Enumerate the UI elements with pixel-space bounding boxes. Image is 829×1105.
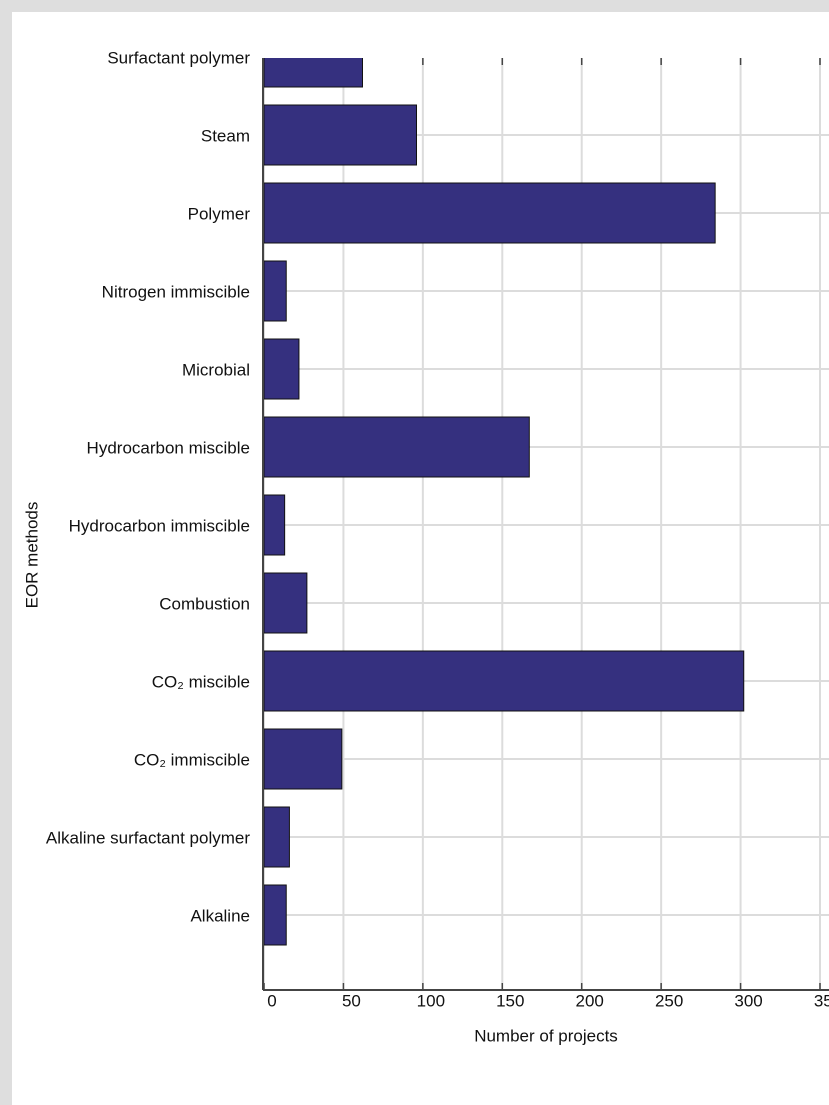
bar bbox=[263, 728, 343, 790]
bar bbox=[263, 260, 287, 322]
bar bbox=[263, 338, 300, 400]
y-tick-label: Microbial bbox=[182, 360, 250, 379]
y-tick-label: Surfactant polymer bbox=[107, 48, 250, 67]
x-tick-label: 350 bbox=[814, 991, 829, 1010]
y-tick-label: Polymer bbox=[188, 204, 251, 223]
bar bbox=[263, 416, 530, 478]
y-tick-label: Combustion bbox=[159, 594, 250, 613]
y-tick-label: Alkaline bbox=[190, 906, 250, 925]
y-tick-label: CO₂ miscible bbox=[152, 672, 250, 691]
y-tick-label: Steam bbox=[201, 126, 250, 145]
bar bbox=[263, 58, 363, 88]
x-tick-label: 50 bbox=[342, 991, 361, 1010]
bar bbox=[263, 884, 287, 946]
y-tick-label: CO₂ immiscible bbox=[134, 750, 250, 769]
x-tick-label: 100 bbox=[417, 991, 445, 1010]
frame-top bbox=[0, 0, 829, 12]
bar bbox=[263, 494, 286, 556]
x-tick-label: 150 bbox=[496, 991, 524, 1010]
x-tick-label: 200 bbox=[576, 991, 604, 1010]
labels: 0 50 100 150 200 250 300 350 Surfactant polymer S… bbox=[46, 48, 829, 1010]
bar bbox=[263, 806, 290, 868]
y-tick-label: Alkaline surfactant polymer bbox=[46, 828, 250, 847]
grid bbox=[263, 58, 829, 990]
y-axis-label: EOR methods bbox=[22, 502, 41, 609]
y-tick-label: Hydrocarbon immiscible bbox=[69, 516, 250, 535]
x-axis-label: Number of projects bbox=[474, 1026, 618, 1045]
bar bbox=[263, 650, 745, 712]
bar bbox=[263, 572, 308, 634]
frame-left bbox=[0, 0, 12, 1105]
x-tick-label: 250 bbox=[655, 991, 683, 1010]
y-tick-label: Hydrocarbon miscible bbox=[87, 438, 250, 457]
x-tick-label: 0 bbox=[267, 991, 276, 1010]
bars bbox=[263, 58, 745, 946]
y-tick-label: Nitrogen immiscible bbox=[102, 282, 250, 301]
x-tick-label: 300 bbox=[734, 991, 762, 1010]
bar bbox=[263, 182, 716, 244]
bar bbox=[263, 104, 418, 166]
